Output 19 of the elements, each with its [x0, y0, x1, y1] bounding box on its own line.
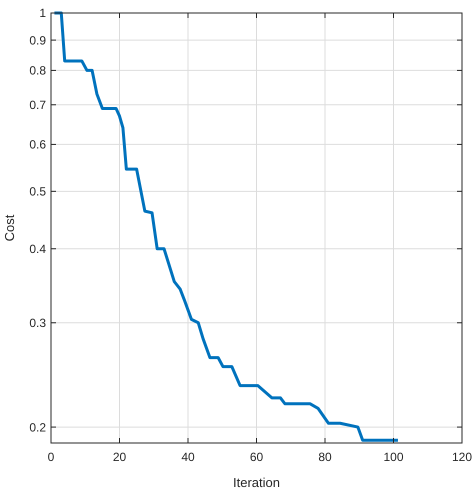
x-tick-label: 120: [452, 450, 472, 464]
y-tick-label: 0.6: [29, 138, 46, 152]
y-tick-label: 0.9: [29, 33, 46, 48]
y-axis-title: Cost: [2, 214, 17, 242]
x-tick-label: 40: [181, 450, 195, 464]
line-series: [52, 12, 400, 442]
x-tick-label: 20: [112, 450, 126, 464]
x-tick-label: 0: [48, 450, 55, 464]
y-tick-label: 0.4: [29, 242, 46, 256]
x-axis-title: Iteration: [233, 475, 280, 490]
y-tick-label: 0.8: [29, 64, 46, 78]
x-tick-label: 60: [250, 450, 264, 464]
y-tick-label: 0.2: [29, 420, 46, 434]
y-tick-label: 1: [39, 6, 46, 20]
x-tick-label: 100: [383, 450, 404, 464]
y-tick-label: 0.5: [29, 184, 46, 199]
y-tick-label: 0.7: [29, 98, 46, 112]
y-tick-label: 0.3: [29, 316, 46, 330]
x-tick-label: 80: [318, 450, 332, 464]
